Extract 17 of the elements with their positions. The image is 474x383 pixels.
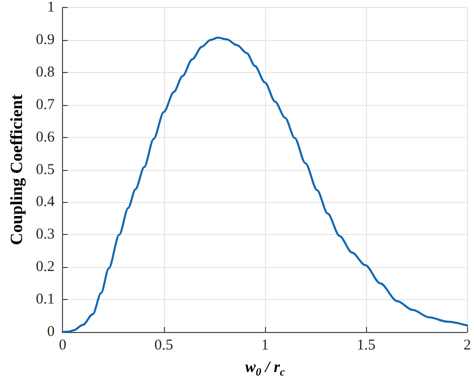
y-tick-label: 0.1 — [36, 292, 55, 308]
y-tick-label: 0.8 — [36, 64, 55, 80]
x-tick-label: 0.5 — [154, 338, 174, 354]
x-tick-label: 1.5 — [356, 338, 376, 354]
y-axis-title: Coupling Coefficient — [7, 94, 26, 246]
y-tick-label: 0.4 — [36, 194, 56, 210]
y-tick-label: 0.6 — [36, 129, 56, 146]
y-tick-label: 1 — [47, 0, 55, 16]
y-tick-label: 0.5 — [36, 162, 55, 178]
y-tick-label: 0.2 — [36, 259, 55, 276]
x-tick-label: 2 — [464, 338, 471, 354]
y-tick-label: 0 — [47, 324, 55, 340]
x-tick-label: 1 — [261, 338, 269, 354]
y-tick-label: 0.3 — [36, 226, 55, 243]
x-tick-label: 0 — [58, 338, 66, 354]
y-tick-label: 0.7 — [36, 96, 56, 113]
y-tick-label: 0.9 — [36, 32, 55, 48]
